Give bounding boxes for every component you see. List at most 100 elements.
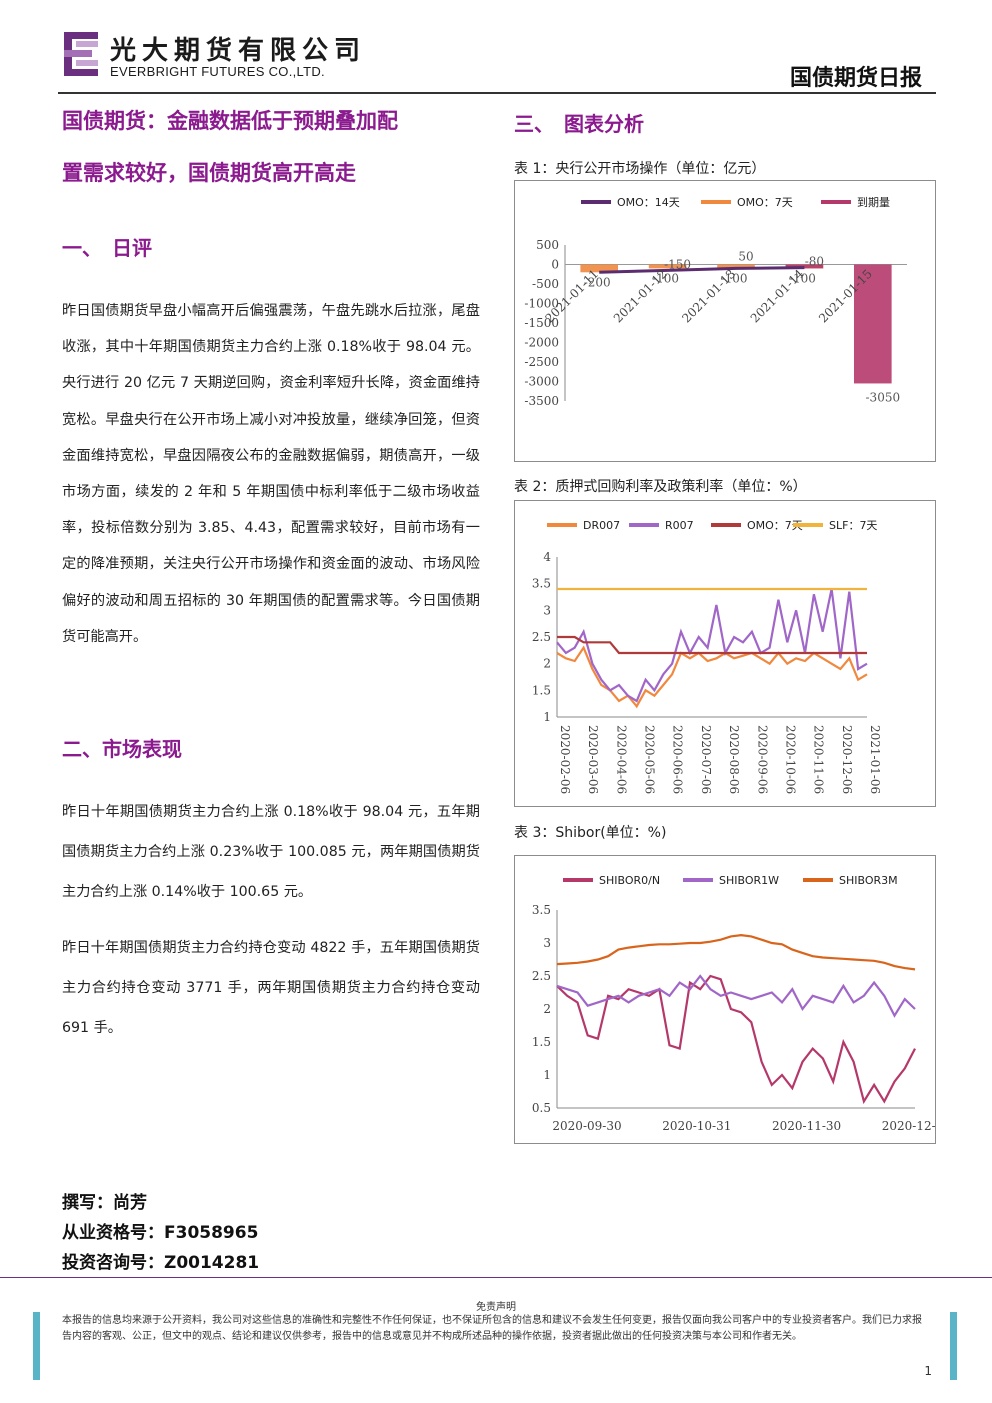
y-tick-label: 3.5 xyxy=(532,577,551,591)
x-tick-label: 2021-01-13 xyxy=(679,267,738,326)
x-tick-label: 2020-04-06 xyxy=(614,725,628,794)
y-tick-label: -1000 xyxy=(524,297,559,311)
disclaimer-title: 免责声明 xyxy=(476,1302,516,1313)
y-tick-label: 3.5 xyxy=(532,903,551,917)
article-title-line-1: 国债期货：金融数据低于预期叠加配 xyxy=(62,108,398,133)
bar xyxy=(785,264,824,269)
x-tick-label: 2020-11-30 xyxy=(772,1119,841,1133)
legend-label: OMO：7天 xyxy=(747,519,803,532)
chart-shibor-svg: SHIBOR0/N SHIBOR1W SHIBOR3M 3.5 3 2.5 2 1.5 1 0.5… xyxy=(532,874,935,1133)
x-tick-label: 2020-12-31 xyxy=(882,1119,935,1133)
footer-left-bar xyxy=(33,1312,40,1380)
company-name-en: EVERBRIGHT FUTURES CO.,LTD. xyxy=(110,64,325,79)
bar xyxy=(853,264,892,384)
legend-label: SHIBOR3M xyxy=(839,874,898,887)
chart-repo-rates-svg: DR007 R007 OMO：7天 SLF：7天 4 3.5 3 2.5 2 1.5 1 2020-0… xyxy=(532,519,882,794)
author-name: 撰写：尚芳 xyxy=(62,1193,147,1213)
y-tick-label: 4 xyxy=(543,550,551,564)
y-tick-label: -1500 xyxy=(524,316,559,330)
y-tick-label: 3 xyxy=(543,603,551,617)
chart-caption-3: 表 3：Shibor(单位：%) xyxy=(514,825,667,841)
y-tick-label: 500 xyxy=(536,238,559,252)
data-label: -80 xyxy=(805,255,824,269)
x-tick-label: 2020-09-30 xyxy=(552,1119,621,1133)
data-label: -100 xyxy=(789,271,816,285)
y-tick-label: 1.5 xyxy=(532,1035,551,1049)
y-tick-label: 2 xyxy=(543,657,551,671)
report-type: 国债期货日报 xyxy=(789,65,922,91)
y-tick-label: 2.5 xyxy=(532,630,551,644)
x-tick-label: 2021-01-06 xyxy=(868,725,882,794)
chart-caption-1: 表 1：央行公开市场操作（单位：亿元） xyxy=(514,161,766,177)
footer-right-bar xyxy=(950,1312,957,1380)
section-heading-charts: 三、 图表分析 xyxy=(514,112,644,136)
y-tick-label: -3500 xyxy=(524,394,559,408)
author-qualification: 从业资格号：F3058965 xyxy=(62,1223,259,1243)
y-tick-label: 1 xyxy=(543,710,551,724)
y-tick-label: -2500 xyxy=(524,355,559,369)
y-tick-label: -500 xyxy=(532,277,559,291)
x-tick-label: 2020-12-06 xyxy=(840,725,854,794)
legend-label: SHIBOR0/N xyxy=(599,874,660,887)
daily-review-paragraph: 昨日国债期货早盘小幅高开后偏强震荡，午盘先跳水后拉涨，尾盘收涨，其中十年期国债期… xyxy=(62,303,480,645)
y-tick-label: 0 xyxy=(551,258,559,272)
market-paragraph-1: 昨日十年期国债期货主力合约上涨 0.18%收于 98.04 元，五年期国债期货主… xyxy=(62,804,480,900)
chart-omo-svg: OMO：14天 OMO：7天 到期量 500 0 -500 -1000 -1500 -2000 -… xyxy=(524,196,907,408)
y-tick-label: 3 xyxy=(543,936,551,950)
x-tick-label: 2021-01-14 xyxy=(748,266,807,325)
data-label: -3050 xyxy=(866,390,901,404)
legend-label: 到期量 xyxy=(857,196,890,209)
data-label: -100 xyxy=(652,271,679,285)
y-tick-label: 1 xyxy=(543,1068,551,1082)
author-consult-number: 投资咨询号：Z0014281 xyxy=(62,1253,260,1273)
legend-label: SHIBOR1W xyxy=(719,874,779,887)
page-number: 1 xyxy=(924,1364,932,1378)
x-tick-label: 2020-09-06 xyxy=(755,725,769,794)
company-logo xyxy=(64,32,98,76)
x-tick-label: 2020-08-06 xyxy=(727,725,741,794)
data-label: -200 xyxy=(584,275,611,289)
series-line xyxy=(556,588,868,703)
legend-label: OMO：7天 xyxy=(737,196,793,209)
chart-repo-rates: DR007 R007 OMO：7天 SLF：7天 4 3.5 3 2.5 2 1.5 1 2020-0… xyxy=(514,500,936,807)
x-tick-label: 2020-02-06 xyxy=(558,725,572,794)
series-line-omo14 xyxy=(599,266,805,274)
series-line xyxy=(556,974,916,1105)
y-tick-label: -2000 xyxy=(524,336,559,350)
chart-caption-2: 表 2：质押式回购利率及政策利率（单位：%） xyxy=(514,479,807,495)
disclaimer-text: 本报告的信息均来源于公开资料，我公司对这些信息的准确性和完整性不作任何保证，也不… xyxy=(62,1315,922,1342)
x-tick-label: 2020-03-06 xyxy=(586,725,600,794)
x-tick-label: 2020-07-06 xyxy=(699,725,713,794)
y-tick-label: 2 xyxy=(543,1002,551,1016)
x-tick-label: 2020-05-06 xyxy=(643,725,657,794)
series-line xyxy=(556,974,916,1018)
legend-label: R007 xyxy=(665,519,694,532)
footer-divider xyxy=(0,1277,992,1278)
bar xyxy=(580,264,619,273)
section-heading-market: 二、市场表现 xyxy=(62,737,182,761)
legend-label: SLF：7天 xyxy=(829,519,877,532)
y-tick-label: 2.5 xyxy=(532,969,551,983)
bar xyxy=(717,264,755,269)
series-line xyxy=(557,635,867,655)
bar xyxy=(648,264,687,269)
y-tick-label: 1.5 xyxy=(532,683,551,697)
chart-shibor: SHIBOR0/N SHIBOR1W SHIBOR3M 3.5 3 2.5 2 1.5 1 0.5… xyxy=(514,855,936,1144)
x-tick-label: 2020-06-06 xyxy=(671,725,685,794)
header-divider xyxy=(58,92,936,94)
y-tick-label: 0.5 xyxy=(532,1101,551,1115)
data-label: -100 xyxy=(721,271,748,285)
legend-label: OMO：14天 xyxy=(617,196,680,209)
data-label: 50 xyxy=(738,250,753,264)
x-tick-label: 2020-11-06 xyxy=(812,725,826,794)
y-tick-label: -3000 xyxy=(524,375,559,389)
x-tick-label: 2020-10-06 xyxy=(783,725,797,794)
market-paragraph-2: 昨日十年期国债期货主力合约持仓变动 4822 手，五年期国债期货主力合约持仓变动… xyxy=(62,940,480,1036)
company-name-cn: 光大期货有限公司 xyxy=(110,36,367,66)
article-title-line-2: 置需求较好，国债期货高开高走 xyxy=(62,160,356,185)
section-heading-daily-review: 一、 日评 xyxy=(62,236,152,260)
series-line xyxy=(556,645,868,709)
data-label: -150 xyxy=(664,257,691,271)
chart-omo: OMO：14天 OMO：7天 到期量 500 0 -500 -1000 -1500 -2000 -… xyxy=(514,180,936,462)
x-tick-label: 2021-01-12 xyxy=(611,267,670,326)
